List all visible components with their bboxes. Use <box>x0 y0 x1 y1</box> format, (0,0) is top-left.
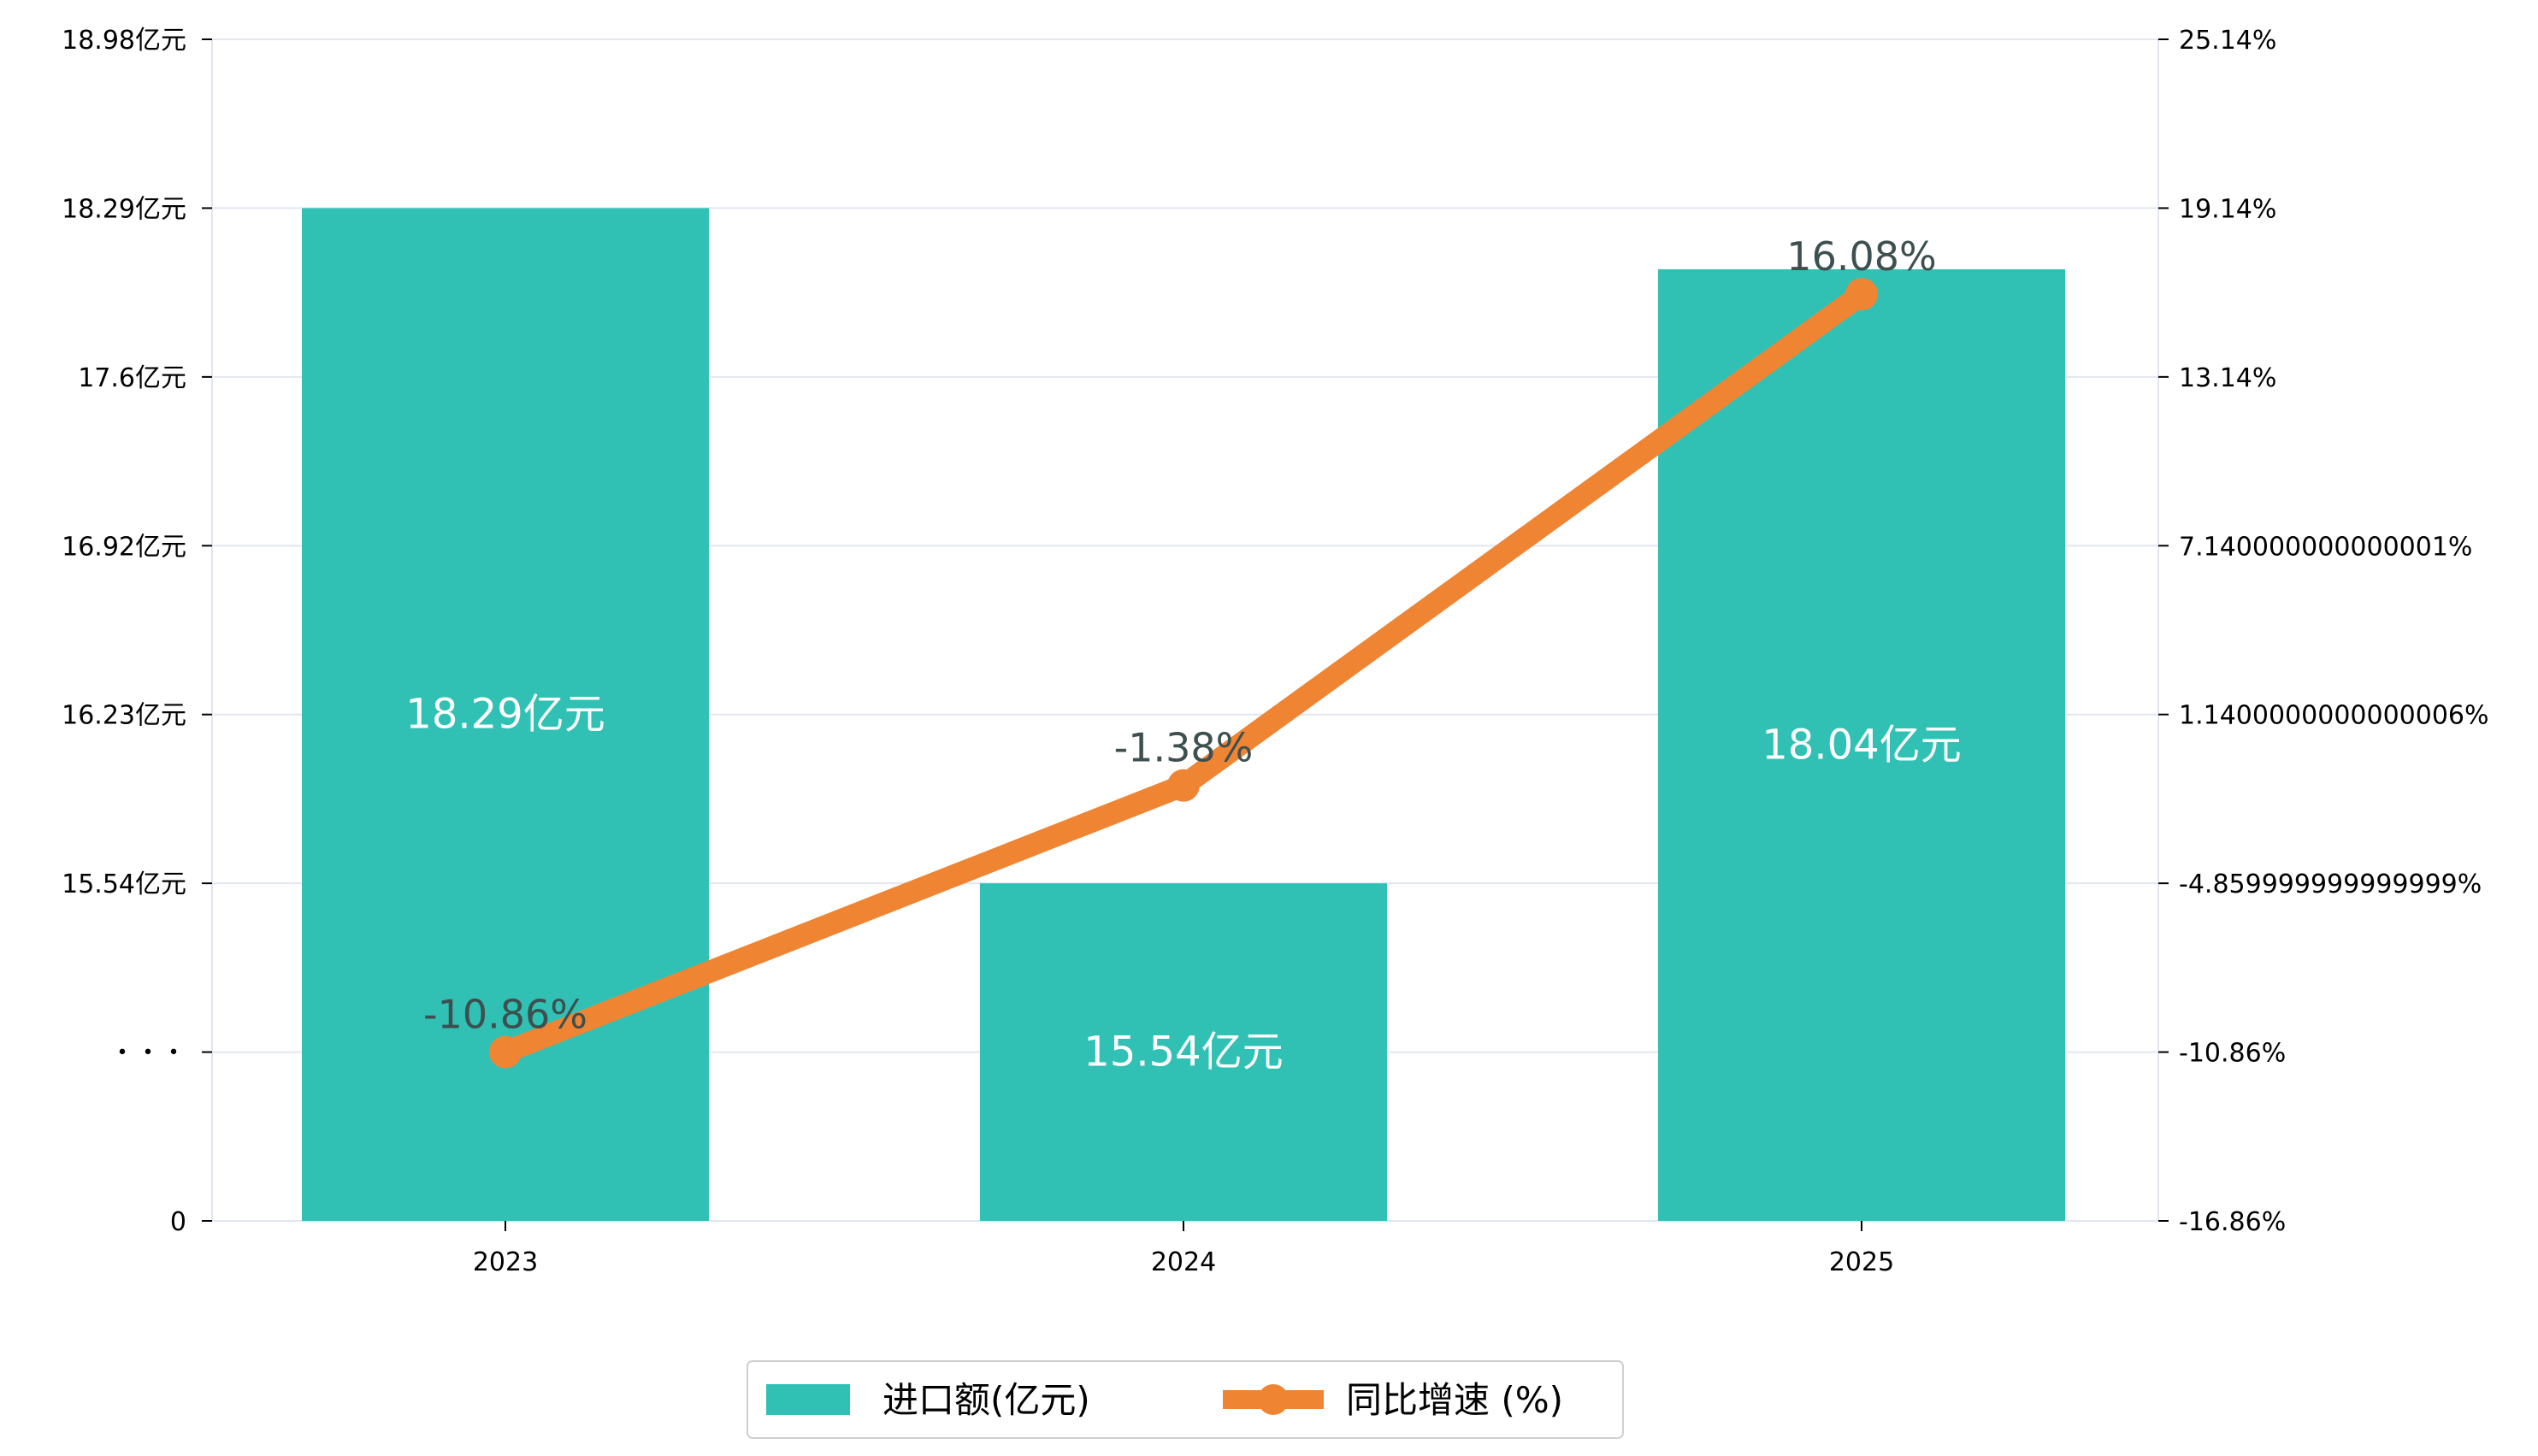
legend-box <box>747 1360 1624 1439</box>
right-tick-label-3: 1.1400000000000006% <box>2179 701 2489 731</box>
bar-label-2024: 15.54亿元 <box>1083 1029 1283 1076</box>
growth-label-2023: -10.86% <box>423 992 587 1038</box>
bar-label-2023: 18.29亿元 <box>405 691 605 739</box>
left-tick-label-4: 16.92亿元 <box>62 532 186 562</box>
right-tick-label-5: 13.14% <box>2179 363 2276 393</box>
growth-label-2025: 16.08% <box>1786 233 1936 280</box>
x-tick-label-2023: 2023 <box>473 1247 538 1277</box>
legend-label-bar: 进口额(亿元) <box>882 1379 1090 1421</box>
right-tick-label-2: -4.859999999999999% <box>2179 869 2482 899</box>
x-tick-label-2025: 2025 <box>1829 1247 1894 1277</box>
left-tick-label-1: ・・・ <box>109 1039 186 1069</box>
legend-swatch-marker <box>1258 1384 1289 1415</box>
left-tick-label-2: 15.54亿元 <box>62 869 186 899</box>
legend-swatch-bar <box>766 1384 850 1415</box>
bar-2024 <box>980 883 1387 1221</box>
growth-point-2023 <box>489 1035 522 1069</box>
x-tick-label-2024: 2024 <box>1151 1247 1216 1277</box>
bar-label-2025: 18.04亿元 <box>1762 721 1961 769</box>
left-tick-label-6: 18.29亿元 <box>62 194 186 224</box>
left-tick-label-3: 16.23亿元 <box>62 701 186 731</box>
growth-point-2024 <box>1167 769 1200 802</box>
right-tick-label-1: -10.86% <box>2179 1039 2286 1069</box>
growth-point-2025 <box>1845 278 1878 311</box>
left-tick-label-0: 0 <box>170 1207 186 1237</box>
legend-label-line: 同比增速 (%) <box>1346 1379 1563 1421</box>
bar-2025 <box>1658 268 2065 1221</box>
growth-label-2024: -1.38% <box>1114 725 1254 771</box>
right-tick-label-4: 7.140000000000001% <box>2179 532 2472 562</box>
right-tick-label-6: 19.14% <box>2179 194 2276 224</box>
left-tick-label-7: 18.98亿元 <box>62 26 186 56</box>
right-tick-label-7: 25.14% <box>2179 26 2276 56</box>
left-tick-label-5: 17.6亿元 <box>78 363 186 393</box>
right-tick-label-0: -16.86% <box>2179 1207 2286 1237</box>
